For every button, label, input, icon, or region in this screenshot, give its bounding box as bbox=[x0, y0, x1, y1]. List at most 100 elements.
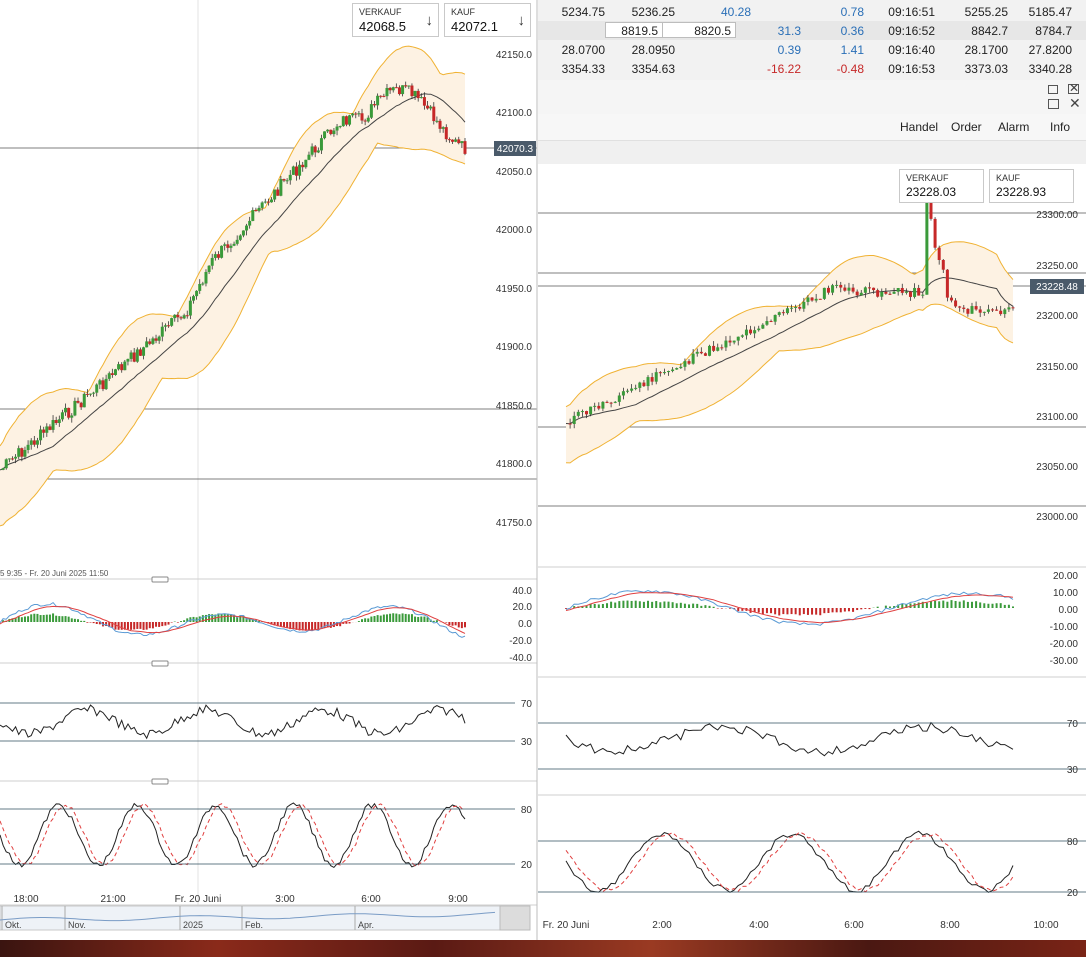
candle-body bbox=[773, 314, 777, 322]
current-price-tag bbox=[1030, 279, 1084, 294]
candle-body bbox=[970, 306, 974, 314]
macd-histogram-bar bbox=[417, 616, 420, 622]
high-cell: 8842.7 bbox=[971, 24, 1008, 38]
candle-body bbox=[323, 131, 327, 139]
candle-body bbox=[593, 405, 597, 407]
right-chart-canvas[interactable]: 23300.00 23250.00 23200.00 23150.00 23100.00… bbox=[538, 164, 1086, 940]
candle-body bbox=[263, 201, 267, 203]
close-icon[interactable]: ✕ bbox=[1069, 95, 1081, 111]
table-row[interactable]: 28.0700 28.0950 0.39 1.41 09:16:40 28.17… bbox=[538, 40, 1086, 59]
maximize-icon[interactable] bbox=[1048, 85, 1058, 94]
candle-body bbox=[142, 347, 146, 356]
macd-histogram-bar bbox=[251, 618, 254, 622]
candle-body bbox=[220, 245, 224, 258]
macd-histogram-bar bbox=[597, 604, 600, 608]
macd-axis-label: 40.0 bbox=[513, 586, 533, 597]
macd-histogram-bar bbox=[282, 622, 285, 628]
candle-body bbox=[98, 380, 102, 385]
candle-body bbox=[954, 300, 958, 307]
menu-item-alarm[interactable]: Alarm bbox=[998, 120, 1030, 134]
macd-histogram-bar bbox=[741, 608, 744, 611]
candle-body bbox=[170, 318, 174, 326]
buy-price-box[interactable]: KAUF 42072.1 ↓ bbox=[444, 3, 531, 37]
sell-price-box[interactable]: VERKAUF 42068.5 ↓ bbox=[352, 3, 439, 37]
candle-body bbox=[363, 120, 367, 122]
macd-histogram-bar bbox=[95, 622, 98, 624]
candle-body bbox=[82, 393, 86, 408]
candle-body bbox=[304, 159, 308, 168]
candle-body bbox=[880, 291, 884, 297]
macd-histogram-bar bbox=[1003, 604, 1006, 608]
table-row[interactable]: 8819.5 8820.5 31.3 0.36 09:16:52 8842.7 … bbox=[538, 21, 1086, 40]
macd-histogram-bar bbox=[323, 622, 326, 629]
candle-body bbox=[765, 321, 769, 325]
left-chart-canvas[interactable]: 42150.0 42100.0 42050.0 42000.0 41950.0 41900… bbox=[0, 0, 538, 940]
candle-body bbox=[48, 426, 52, 430]
y-axis-label: 42050.0 bbox=[496, 167, 533, 178]
candle-body bbox=[447, 139, 451, 141]
sell-price-box[interactable]: VERKAUF 23228.03 bbox=[899, 169, 984, 203]
menu-item-info[interactable]: Info bbox=[1050, 120, 1071, 134]
chart-toolbar bbox=[538, 140, 1086, 166]
candle-body bbox=[634, 387, 638, 389]
macd-histogram-bar bbox=[622, 600, 625, 608]
macd-histogram-bar bbox=[884, 605, 887, 608]
macd-line bbox=[0, 601, 466, 638]
macd-histogram-bar bbox=[864, 608, 867, 609]
change-cell: -16.22 bbox=[766, 62, 801, 76]
candle-body bbox=[70, 415, 74, 418]
macd-histogram-bar bbox=[211, 614, 214, 622]
ask-trade-field[interactable]: 8820.5 bbox=[662, 22, 736, 38]
close-icon[interactable]: ✕ bbox=[1069, 81, 1080, 95]
macd-histogram-bar bbox=[823, 608, 826, 614]
menu-item-order[interactable]: Order bbox=[951, 120, 982, 134]
candle-body bbox=[163, 325, 167, 327]
candle-body bbox=[57, 419, 61, 424]
candle-body bbox=[145, 341, 149, 348]
left-chart-window: 42150.0 42100.0 42050.0 42000.0 41950.0 41900… bbox=[0, 0, 538, 940]
macd-histogram-bar bbox=[11, 618, 14, 622]
time-cell: 09:16:51 bbox=[888, 5, 935, 19]
bid-trade-field[interactable]: 8819.5 bbox=[605, 22, 663, 38]
change-cell: 31.3 bbox=[777, 24, 801, 38]
table-row[interactable]: 3354.33 3354.63 -16.22 -0.48 09:16:53 33… bbox=[538, 59, 1086, 78]
macd-histogram-bar bbox=[367, 618, 370, 622]
candle-body bbox=[67, 407, 71, 418]
current-price-tag bbox=[494, 141, 536, 156]
sell-price: 42068.5 bbox=[359, 19, 406, 34]
candle-body bbox=[235, 239, 239, 244]
macd-histogram-bar bbox=[364, 618, 367, 622]
y-axis-label: 41850.0 bbox=[496, 401, 533, 412]
macd-histogram-bar bbox=[61, 616, 64, 622]
candle-body bbox=[921, 294, 925, 296]
table-row[interactable]: 5234.75 5236.25 40.28 0.78 09:16:51 5255… bbox=[538, 2, 1086, 21]
candle-body bbox=[460, 141, 464, 144]
candle-body bbox=[826, 287, 830, 293]
navigator-handle bbox=[499, 905, 531, 931]
candle-body bbox=[863, 287, 867, 293]
candle-body bbox=[781, 312, 785, 314]
macd-histogram-bar bbox=[92, 622, 95, 624]
macd-histogram-bar bbox=[201, 615, 204, 622]
candle-body bbox=[248, 220, 252, 226]
low-cell: 27.8200 bbox=[1028, 43, 1072, 57]
menu-item-handel[interactable]: Handel bbox=[900, 120, 939, 134]
macd-histogram-bar bbox=[98, 622, 101, 625]
candle-body bbox=[675, 368, 679, 370]
macd-histogram-bar bbox=[925, 602, 928, 608]
candle-body bbox=[851, 287, 855, 292]
x-axis-label: 21:00 bbox=[100, 894, 125, 905]
candle-body bbox=[785, 308, 789, 314]
maximize-icon[interactable] bbox=[1048, 99, 1059, 109]
macd-histogram-bar bbox=[426, 617, 429, 622]
macd-histogram-bar bbox=[618, 601, 621, 608]
macd-histogram-bar bbox=[245, 617, 248, 622]
maximize-icon[interactable] bbox=[1068, 84, 1079, 94]
macd-histogram-bar bbox=[921, 601, 924, 608]
candle-body bbox=[113, 369, 117, 375]
macd-histogram-bar bbox=[585, 605, 588, 608]
macd-histogram-bar bbox=[954, 600, 957, 608]
macd-histogram-bar bbox=[692, 603, 695, 608]
buy-price-box[interactable]: KAUF 23228.93 bbox=[989, 169, 1074, 203]
candle-body bbox=[195, 290, 199, 297]
